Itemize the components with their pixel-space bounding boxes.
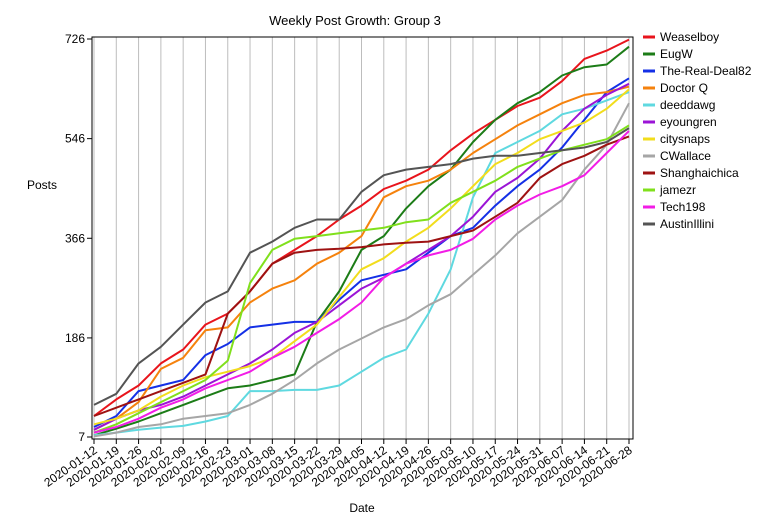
chart-title: Weekly Post Growth: Group 3	[269, 13, 441, 28]
grid-lines	[93, 37, 630, 439]
y-tick-label: 366	[65, 231, 85, 245]
y-tick-label: 186	[65, 331, 85, 345]
x-axis-label: Date	[349, 501, 375, 515]
legend: Weaselboy EugW The-Real-Deal82 Doctor Q deed…	[643, 30, 752, 231]
series-line-1	[93, 45, 630, 437]
series-line-9	[93, 124, 630, 434]
series-lines	[93, 38, 630, 438]
y-axis-label: Posts	[27, 178, 57, 192]
series-line-3	[93, 85, 630, 431]
legend-entry-6: citysnaps	[660, 132, 710, 146]
series-line-6	[93, 88, 630, 426]
plot-frame	[91, 36, 634, 440]
legend-entry-4: deeddawg	[660, 98, 715, 112]
y-tick-label: 7	[78, 430, 85, 444]
series-line-4	[93, 91, 630, 437]
legend-entry-7: CWallace	[660, 149, 711, 163]
y-tick-label: 726	[65, 32, 85, 46]
legend-entry-5: eyoungren	[660, 115, 717, 129]
series-line-2	[93, 77, 630, 428]
y-ticks: 7 186 366 546 726	[65, 32, 92, 444]
legend-entry-10: Tech198	[660, 200, 706, 214]
series-line-8	[93, 135, 630, 417]
series-line-7	[93, 102, 630, 438]
legend-entry-3: Doctor Q	[660, 81, 708, 95]
series-line-0	[93, 38, 630, 417]
legend-entry-1: EugW	[660, 47, 693, 61]
x-ticks: 2020-01-122020-01-192020-01-262020-02-02…	[41, 439, 635, 490]
legend-entry-11: AustinIllini	[660, 217, 714, 231]
legend-entry-2: The-Real-Deal82	[660, 64, 752, 78]
legend-entry-0: Weaselboy	[660, 30, 719, 44]
series-line-11	[93, 127, 630, 406]
legend-entry-8: Shanghaichica	[660, 166, 739, 180]
series-line-10	[93, 130, 630, 434]
y-tick-label: 546	[65, 132, 85, 146]
legend-entry-9: jamezr	[659, 183, 696, 197]
